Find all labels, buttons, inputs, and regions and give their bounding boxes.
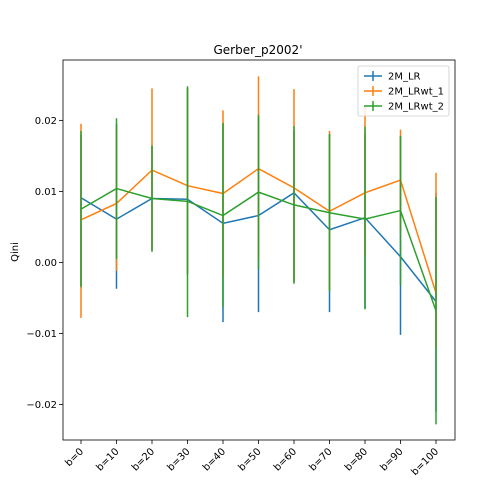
y-tick-label-1: −0.01 bbox=[26, 329, 57, 340]
plot-area bbox=[80, 76, 437, 425]
y-tick-label-3: 0.01 bbox=[35, 187, 57, 198]
y-tick-label-2: 0.00 bbox=[35, 258, 57, 269]
legend-entry-2M_LR: 2M_LR bbox=[364, 71, 421, 83]
legend-label-2M_LR: 2M_LR bbox=[388, 72, 421, 83]
legend-label-2M_LRwt_2: 2M_LRwt_2 bbox=[388, 102, 444, 113]
y-tick-label-0: −0.02 bbox=[26, 400, 57, 411]
legend-entry-2M_LRwt_1: 2M_LRwt_1 bbox=[364, 86, 444, 98]
series-2M_LRwt_2 bbox=[80, 86, 437, 425]
y-tick-label-4: 0.02 bbox=[35, 116, 57, 127]
y-axis-label: Qini bbox=[10, 242, 21, 262]
legend: 2M_LR 2M_LRwt_1 2M_LRwt_2 bbox=[357, 65, 450, 117]
legend-label-2M_LRwt_1: 2M_LRwt_1 bbox=[388, 87, 444, 98]
axes-frame bbox=[62, 59, 456, 441]
series-line-2M_LRwt_2 bbox=[80, 187, 437, 311]
legend-box bbox=[357, 65, 450, 117]
chart-title: Gerber_p2002' bbox=[213, 43, 302, 57]
legend-entry-2M_LRwt_2: 2M_LRwt_2 bbox=[364, 101, 444, 113]
